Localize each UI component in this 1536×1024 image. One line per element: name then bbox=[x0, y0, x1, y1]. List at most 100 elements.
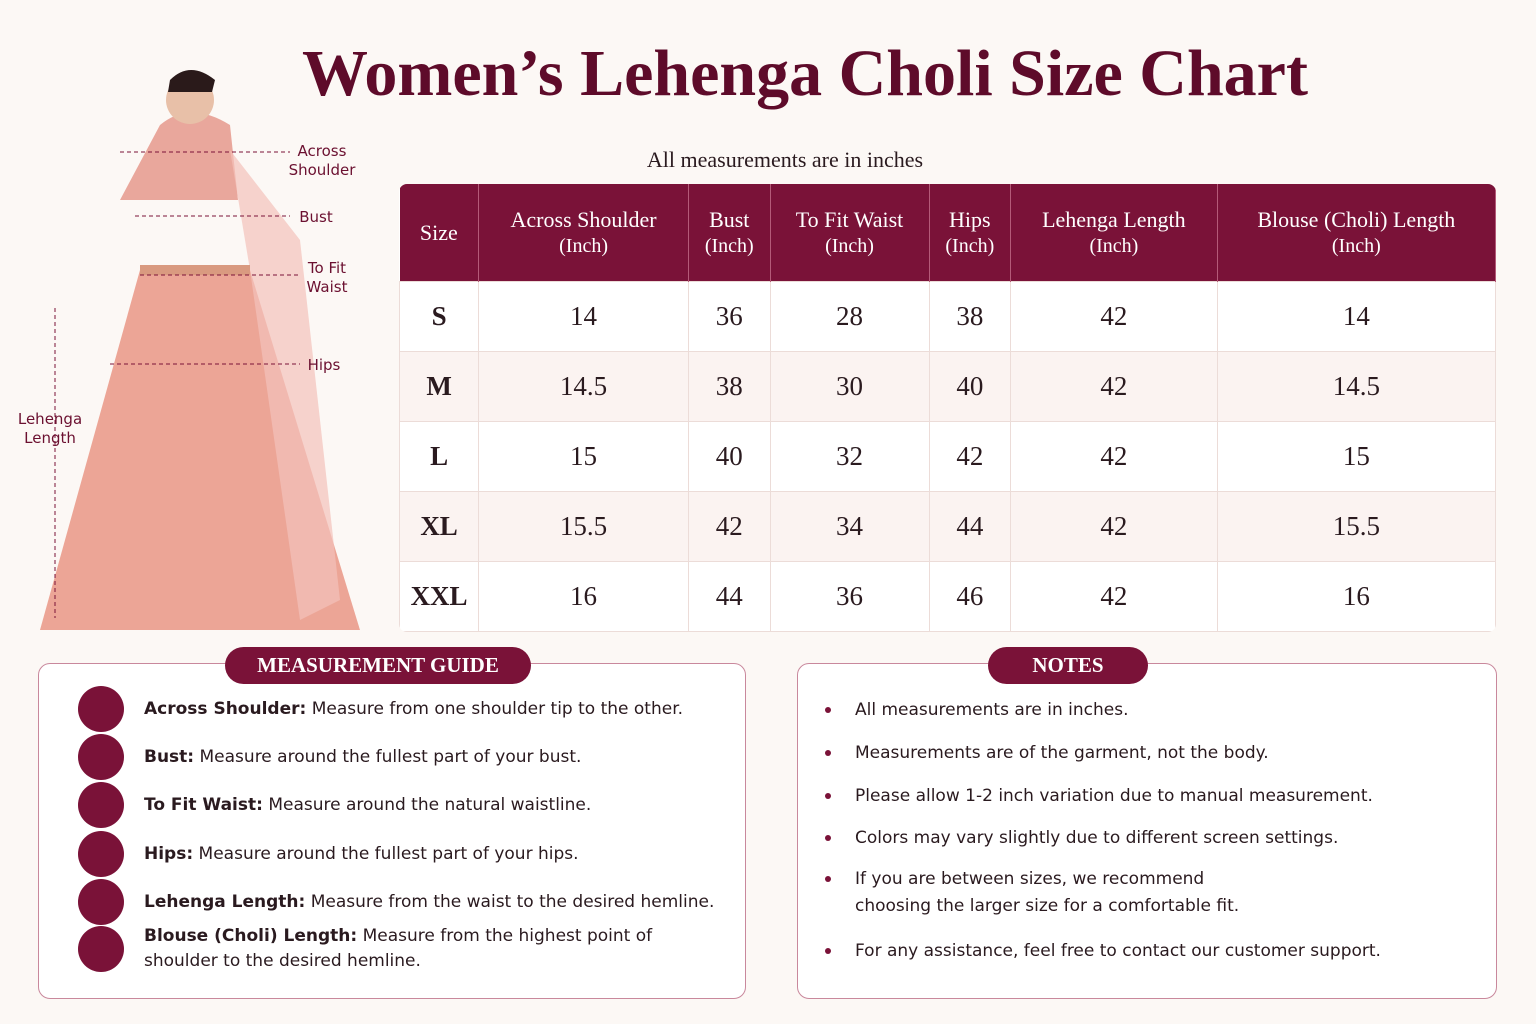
cell: 36 bbox=[687, 281, 771, 352]
figure-label: Across Shoulder bbox=[288, 142, 356, 179]
guide-text: Hips: Measure around the fullest part of… bbox=[144, 842, 579, 867]
cell: 38 bbox=[687, 351, 771, 422]
guide-desc: Measure from one shoulder tip to the oth… bbox=[311, 698, 684, 719]
guide-icon bbox=[78, 879, 124, 925]
cell: 14 bbox=[1216, 281, 1496, 352]
title: Women’s Lehenga Choli Size Chart bbox=[302, 37, 1308, 110]
figure-label: Hips bbox=[307, 356, 341, 374]
guide-term: Across Shoulder: bbox=[144, 698, 307, 719]
notes-title: NOTES bbox=[988, 647, 1148, 684]
guide-title: MEASUREMENT GUIDE bbox=[225, 647, 531, 684]
guide-text: Across Shoulder: Measure from one should… bbox=[144, 697, 683, 722]
column-header: Lehenga Length (Inch) bbox=[1010, 184, 1218, 282]
guide-icon bbox=[78, 734, 124, 780]
column-header: Size bbox=[399, 184, 480, 282]
note-item: For any assistance, feel free to contact… bbox=[825, 938, 1415, 965]
column-unit: (Inch) bbox=[1089, 234, 1139, 257]
column-unit: (Inch) bbox=[704, 234, 754, 257]
cell: 16 bbox=[478, 561, 689, 632]
guide-item: Bust: Measure around the fullest part of… bbox=[78, 734, 718, 780]
guide-item: Hips: Measure around the fullest part of… bbox=[78, 831, 718, 877]
guide-term: To Fit Waist: bbox=[144, 794, 263, 815]
cell: 42 bbox=[1010, 491, 1218, 562]
cell: 15.5 bbox=[478, 491, 689, 562]
guide-item: To Fit Waist: Measure around the natural… bbox=[78, 782, 718, 828]
cell: 42 bbox=[1010, 421, 1218, 492]
cell: M bbox=[399, 351, 480, 422]
guide-text: Blouse (Choli) Length: Measure from the … bbox=[144, 924, 718, 974]
figure-label: Lehenga Length bbox=[17, 410, 83, 447]
guide-item: Blouse (Choli) Length: Measure from the … bbox=[78, 924, 718, 974]
guide-icon bbox=[78, 831, 124, 877]
cell: XXL bbox=[399, 561, 480, 632]
guide-icon bbox=[78, 926, 124, 972]
guide-item: Lehenga Length: Measure from the waist t… bbox=[78, 879, 718, 925]
column-name: Lehenga Length bbox=[1042, 206, 1186, 232]
figure-label: To Fit Waist bbox=[306, 259, 348, 296]
cell: 14.5 bbox=[1216, 351, 1496, 422]
cell: 42 bbox=[928, 421, 1012, 492]
column-name: Bust bbox=[709, 206, 750, 232]
guide-desc: Measure around the fullest part of your … bbox=[199, 746, 582, 767]
cell: 40 bbox=[687, 421, 771, 492]
cell: 14 bbox=[478, 281, 689, 352]
cell: L bbox=[399, 421, 480, 492]
column-name: Hips bbox=[949, 206, 991, 232]
cell: 42 bbox=[687, 491, 771, 562]
column-name: To Fit Waist bbox=[795, 206, 904, 232]
guide-icon bbox=[78, 686, 124, 732]
cell: 42 bbox=[1010, 561, 1218, 632]
guide-desc: Measure around the natural waistline. bbox=[268, 794, 592, 815]
guide-text: To Fit Waist: Measure around the natural… bbox=[144, 793, 591, 818]
cell: 15.5 bbox=[1216, 491, 1496, 562]
table-row: XXL 16 44 36 46 42 16 bbox=[399, 561, 1496, 632]
column-unit: (Inch) bbox=[1331, 234, 1381, 257]
cell: XL bbox=[399, 491, 480, 562]
column-header: Blouse (Choli) Length (Inch) bbox=[1217, 184, 1496, 282]
guide-term: Blouse (Choli) Length: bbox=[144, 926, 358, 946]
guide-desc: Measure from the waist to the desired he… bbox=[310, 891, 715, 912]
column-header: Hips (Inch) bbox=[929, 184, 1012, 282]
guide-box bbox=[38, 663, 746, 999]
figure-label: Bust bbox=[299, 208, 333, 226]
guide-term: Hips: bbox=[144, 843, 194, 864]
note-item: All measurements are in inches. bbox=[825, 697, 1415, 724]
column-header: Bust (Inch) bbox=[688, 184, 771, 282]
figure bbox=[40, 70, 360, 630]
cell: 40 bbox=[928, 351, 1012, 422]
cell: 32 bbox=[769, 421, 930, 492]
note-item: If you are between sizes, we recommend c… bbox=[825, 866, 1275, 920]
subtitle: All measurements are in inches bbox=[646, 147, 924, 172]
cell: 36 bbox=[769, 561, 930, 632]
cell: 28 bbox=[769, 281, 930, 352]
table-row: S 14 36 28 38 42 14 bbox=[399, 281, 1496, 352]
guide-desc: Measure around the fullest part of your … bbox=[198, 843, 579, 864]
table-row: XL 15.5 42 34 44 42 15.5 bbox=[399, 491, 1496, 562]
cell: 44 bbox=[928, 491, 1012, 562]
column-unit: (Inch) bbox=[825, 234, 874, 257]
column-header: To Fit Waist (Inch) bbox=[770, 184, 930, 282]
cell: 42 bbox=[1010, 351, 1218, 422]
note-item: Colors may vary slightly due to differen… bbox=[825, 825, 1415, 852]
size-table: Size Across Shoulder (Inch) Bust (Inch) To Fi… bbox=[399, 184, 1496, 632]
guide-desc: Measure from the highest point of should… bbox=[144, 926, 653, 971]
column-unit: (Inch) bbox=[945, 234, 995, 257]
cell: 15 bbox=[1216, 421, 1496, 492]
table-row: M 14.5 38 30 40 42 14.5 bbox=[399, 351, 1496, 422]
table-row: L 15 40 32 42 42 15 bbox=[399, 421, 1496, 492]
cell: 38 bbox=[928, 281, 1012, 352]
guide-text: Bust: Measure around the fullest part of… bbox=[144, 745, 581, 770]
cell: 16 bbox=[1216, 561, 1496, 632]
guide-term: Bust: bbox=[144, 746, 195, 767]
cell: 44 bbox=[687, 561, 771, 632]
cell: 42 bbox=[1010, 281, 1218, 352]
column-unit: (Inch) bbox=[559, 234, 608, 257]
column-name: Size bbox=[419, 220, 458, 245]
column-name: Blouse (Choli) Length bbox=[1257, 206, 1456, 232]
guide-item: Across Shoulder: Measure from one should… bbox=[78, 686, 718, 732]
cell: S bbox=[399, 281, 480, 352]
cell: 15 bbox=[478, 421, 689, 492]
guide-text: Lehenga Length: Measure from the waist t… bbox=[144, 890, 714, 915]
cell: 14.5 bbox=[478, 351, 689, 422]
